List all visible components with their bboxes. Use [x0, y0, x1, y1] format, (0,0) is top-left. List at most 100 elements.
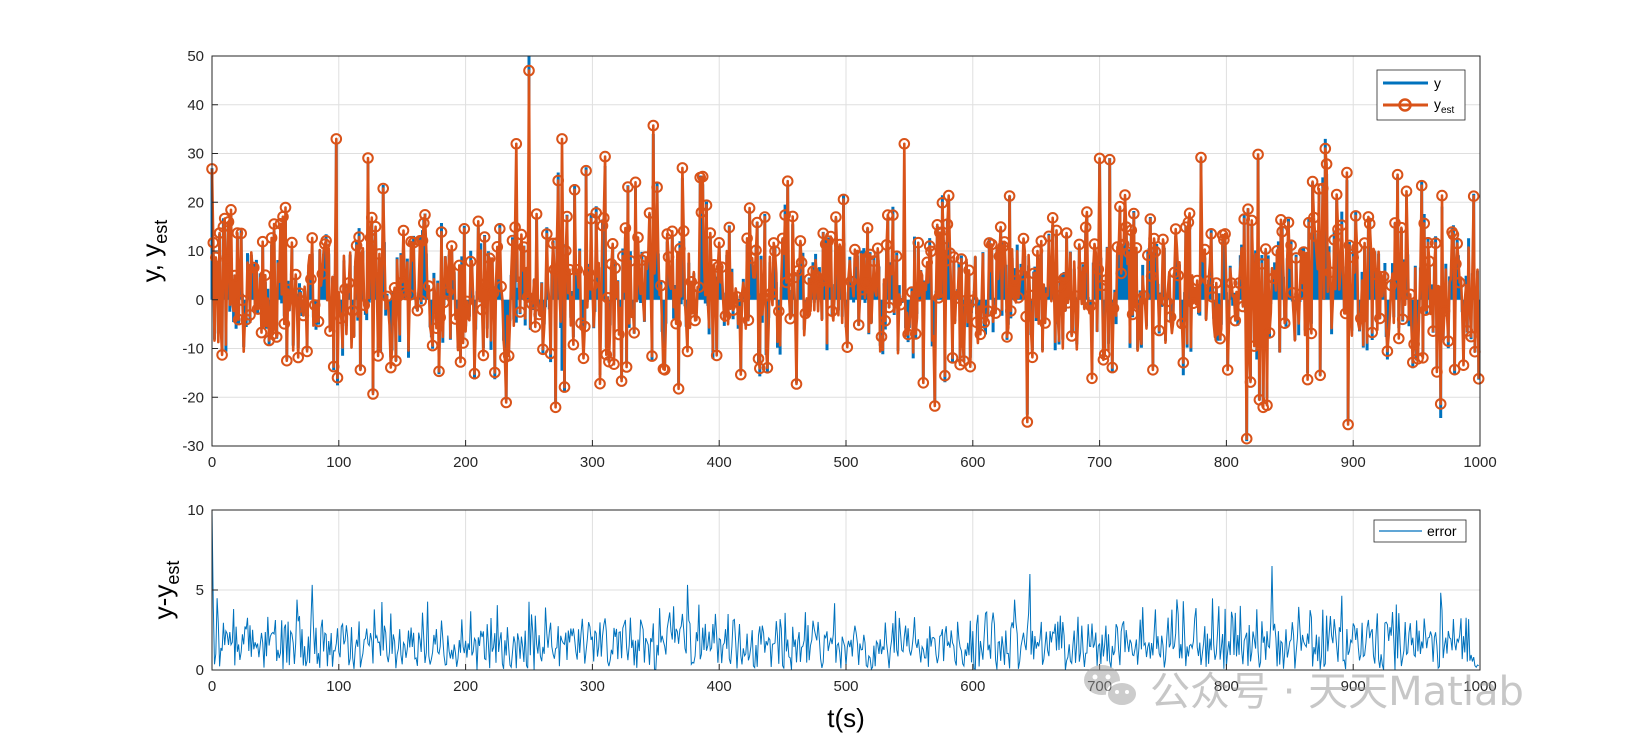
x-tick-label: 800 [1214, 454, 1239, 471]
y-est-marker [308, 299, 321, 311]
y-est-marker [615, 375, 628, 387]
y-est-marker [1374, 312, 1386, 325]
y-est-marker [567, 338, 580, 351]
y-est-marker [541, 228, 553, 240]
y-est-marker [647, 119, 660, 132]
y-est-marker [599, 150, 611, 163]
y-est-marker [723, 221, 736, 234]
y-est-marker [487, 287, 500, 299]
y-est-marker [1457, 359, 1470, 372]
y-est-marker [510, 138, 523, 150]
y-est-marker [1427, 325, 1439, 338]
y-est-marker [500, 396, 513, 409]
y-est-marker [335, 312, 348, 325]
y-est-marker [1363, 217, 1376, 230]
y-est-marker [1119, 189, 1131, 201]
top-y-label: y, yest [136, 220, 171, 283]
y-est-marker [1246, 214, 1258, 227]
y-est-marker [434, 311, 447, 324]
y-est-marker [419, 209, 431, 221]
y-est-marker [210, 251, 222, 264]
y-est-marker [1046, 212, 1059, 224]
y-est-marker [346, 305, 359, 317]
y-est-marker [1214, 332, 1226, 345]
y-est-marker [676, 162, 689, 174]
y-est-marker [1202, 275, 1215, 287]
y-est-marker [731, 291, 743, 303]
y-est-marker [666, 225, 679, 238]
y-tick-label: -10 [182, 341, 204, 358]
y-est-marker [415, 295, 428, 307]
y-est-marker [1130, 242, 1143, 254]
y-est-marker [948, 251, 960, 263]
x-tick-label: 300 [580, 454, 605, 471]
y-est-marker [1308, 211, 1320, 224]
y-est-marker [598, 212, 610, 224]
y-est-marker [882, 209, 894, 221]
y-est-marker [883, 301, 895, 314]
y-est-marker [628, 327, 641, 339]
y-est-marker [1107, 302, 1120, 315]
y-est-marker [1285, 239, 1297, 251]
legend-y-label: y [1434, 75, 1441, 91]
y-est-marker [396, 276, 409, 289]
y-est-marker [222, 216, 235, 228]
y-tick-label: -30 [182, 438, 204, 455]
y-est-marker [860, 277, 873, 289]
y-est-marker [1005, 305, 1017, 317]
y-est-marker [1012, 291, 1025, 304]
y-est-marker [751, 216, 764, 229]
y-est-marker [411, 304, 424, 317]
y-est-marker [681, 345, 694, 358]
bottom-y-label: y-yest [148, 561, 183, 620]
y-est-marker [579, 320, 591, 333]
y-est-marker [491, 241, 504, 253]
y-est-marker [1116, 239, 1129, 252]
top-y-ticks: -30 -20 -10 0 10 20 30 40 50 [182, 48, 218, 455]
y-est-marker [1341, 166, 1353, 179]
y-est-marker [533, 308, 545, 321]
y-est-marker [693, 281, 705, 294]
error-line [211, 509, 1479, 671]
y-est-marker [1442, 335, 1455, 348]
y-est-marker [890, 250, 903, 263]
y-est-marker [377, 182, 390, 195]
y-est-marker [601, 292, 614, 304]
y-est-marker [1381, 345, 1394, 358]
y-est-marker [727, 304, 739, 317]
y-est-marker [343, 277, 355, 289]
y-est-marker [868, 255, 880, 267]
y-est-marker [397, 224, 410, 237]
y-est-marker [549, 401, 562, 414]
y-est-marker [1301, 373, 1314, 386]
y-est-marker [1077, 262, 1089, 274]
x-tick-label: 0 [208, 678, 216, 695]
x-tick-label: 1000 [1463, 454, 1496, 471]
series-error [211, 509, 1479, 671]
y-est-marker [251, 303, 264, 315]
y-est-marker [1079, 221, 1092, 234]
y-est-marker [1164, 311, 1177, 323]
y-est-marker [887, 209, 899, 221]
y-est-marker [1240, 432, 1253, 445]
y-est-marker [525, 297, 538, 310]
y-est-marker [1106, 361, 1119, 374]
y-est-marker [1278, 317, 1291, 330]
y-est-marker [354, 364, 367, 376]
y-est-marker [558, 381, 571, 393]
y-est-marker [268, 218, 280, 230]
y-est-marker [369, 220, 382, 233]
y-est-marker [1062, 297, 1074, 309]
y-est-marker [327, 360, 340, 373]
y-est-marker [1218, 234, 1230, 246]
y-est-marker [1084, 300, 1097, 312]
y-est-marker [942, 189, 955, 202]
y-est-marker [689, 314, 701, 327]
y-est-marker [229, 269, 241, 282]
x-tick-label: 500 [833, 454, 858, 471]
y-est-marker [1153, 324, 1165, 337]
y-est-marker [1431, 366, 1443, 378]
y-est-marker [685, 276, 698, 288]
y-est-marker [982, 305, 994, 317]
y-est-marker [632, 231, 644, 244]
